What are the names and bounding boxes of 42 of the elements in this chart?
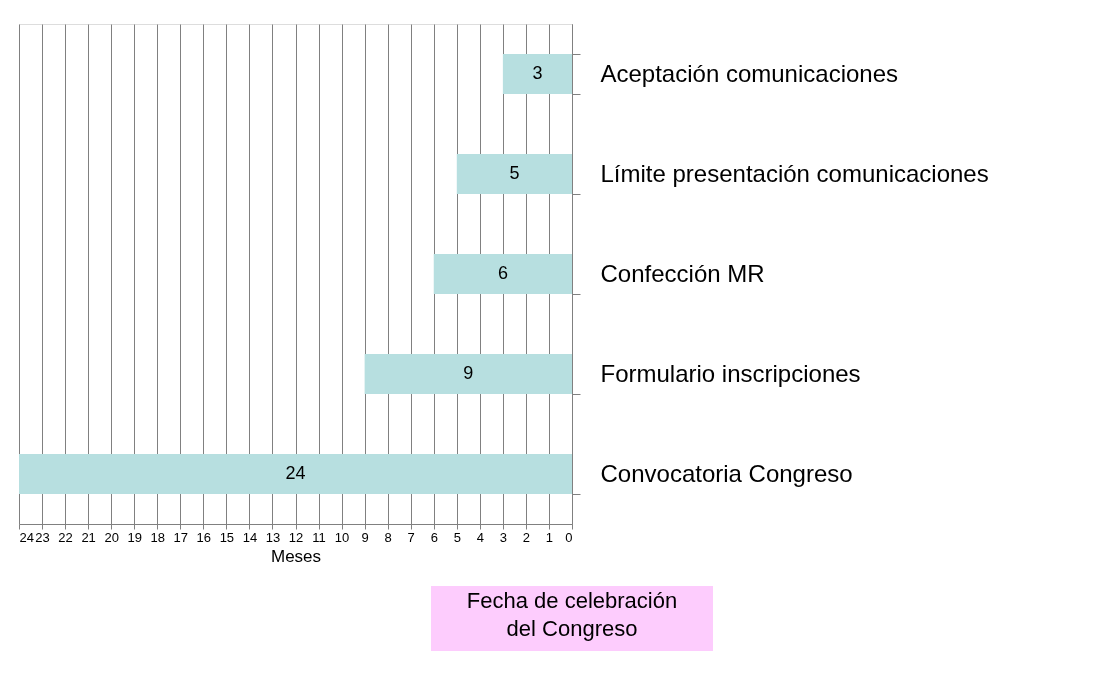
x-tick-label: 10 [334,529,350,545]
x-tick-label: 16 [196,529,212,545]
x-tick-label: 22 [58,529,73,545]
y-tick-label: Convocatoria Congreso [600,459,853,487]
data-label: 9 [463,363,474,383]
bar [456,154,572,194]
x-tick-label: 7 [407,529,415,545]
x-tick-label: 15 [219,529,235,545]
bar [364,354,572,394]
x-tick-label: 9 [361,529,369,545]
x-tick-label: 8 [384,529,392,545]
x-tick-label: 5 [453,529,461,545]
x-tick-label: 4 [476,529,484,545]
x-tick-label: 23 [35,529,50,545]
x-tick-label: 18 [150,529,165,545]
data-label: 24 [285,463,306,483]
y-tick-label: Formulario inscripciones [600,359,861,387]
data-label: 3 [532,63,543,83]
data-label: 5 [509,163,520,183]
x-tick-label: 21 [81,529,96,545]
x-tick-label: 11 [312,529,326,545]
x-tick-label: 14 [242,529,258,545]
bar [19,454,572,494]
x-tick-label: 6 [430,529,438,545]
data-label: 6 [497,263,508,283]
x-tick-label: 24 [19,529,34,545]
bar [433,254,572,294]
x-tick-label: 12 [288,529,304,545]
y-tick-label: Aceptación comunicaciones [600,59,899,87]
x-tick-label: 17 [173,529,189,545]
y-tick-label: Límite presentación comunicaciones [600,159,989,187]
x-tick-label: 2 [522,529,531,545]
x-tick-label: 20 [104,529,119,545]
x-axis-title: Meses [270,546,322,566]
x-tick-label: 3 [499,529,507,545]
x-tick-label: 1 [545,529,554,545]
x-tick-label: 13 [265,529,281,545]
bar [502,54,572,94]
y-tick-label: Confección MR [600,259,765,287]
text: Fecha de celebración del Congreso [466,588,678,641]
x-tick-label: 19 [127,529,142,545]
x-tick-label: 0 [565,529,573,545]
